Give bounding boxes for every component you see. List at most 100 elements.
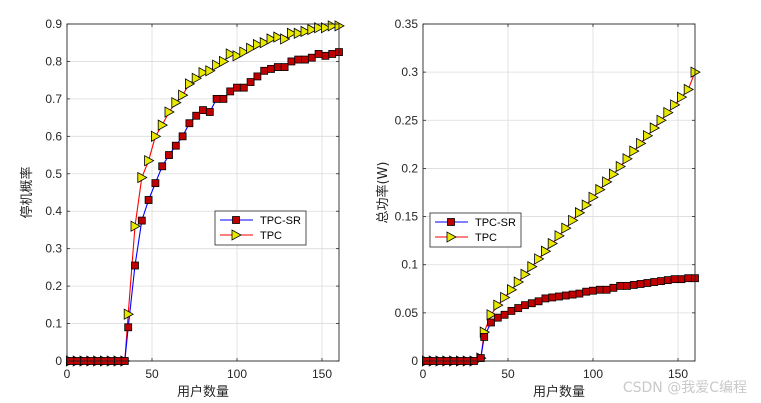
legend-marker <box>446 231 457 243</box>
point-tpc <box>493 299 504 311</box>
point-tpc <box>547 237 559 250</box>
point-tpc-sr <box>548 293 557 302</box>
point-tpc <box>527 260 538 273</box>
point-tpc <box>561 222 572 234</box>
point-tpc <box>506 284 518 296</box>
point-tpc <box>273 31 284 43</box>
plot-area <box>423 24 695 361</box>
point-tpc-sr <box>616 281 625 290</box>
legend-label: TPC-SR <box>475 217 516 229</box>
point-tpc-sr <box>267 65 275 73</box>
point-tpc <box>232 50 243 62</box>
y-axis-label: 总功率(W) <box>375 162 391 224</box>
point-tpc-sr <box>294 55 303 64</box>
point-tpc <box>246 42 257 55</box>
legend-label: TPC <box>475 232 497 244</box>
point-tpc <box>568 214 579 227</box>
y-tick-label: 0.6 <box>45 129 62 143</box>
point-tpc-sr <box>684 274 693 283</box>
point-tpc-sr <box>589 286 597 295</box>
point-tpc-sr <box>534 297 543 306</box>
point-tpc <box>656 114 667 126</box>
point-tpc <box>334 20 345 32</box>
point-tpc-sr <box>657 277 665 285</box>
y-tick-label: 0.25 <box>395 113 419 127</box>
point-tpc <box>595 183 606 196</box>
point-tpc-sr <box>670 275 679 284</box>
point-tpc <box>683 83 695 96</box>
point-tpc-sr <box>151 179 160 188</box>
point-tpc <box>534 253 545 265</box>
point-tpc-sr <box>521 301 529 310</box>
point-tpc-sr <box>226 87 235 96</box>
watermark: CSDN @我爱C编程 <box>622 380 747 396</box>
point-tpc-sr <box>185 119 194 128</box>
point-tpc <box>554 230 565 242</box>
x-tick-label: 150 <box>668 367 688 381</box>
y-tick-label: 0.3 <box>401 65 418 79</box>
point-tpc <box>541 245 552 257</box>
point-tpc <box>314 22 325 34</box>
point-tpc <box>677 91 688 103</box>
point-tpc <box>307 23 318 36</box>
point-tpc-sr <box>568 290 577 299</box>
point-tpc-sr <box>124 323 133 332</box>
y-tick-label: 0.4 <box>45 204 62 218</box>
point-tpc <box>184 78 196 90</box>
point-tpc <box>300 25 311 38</box>
point-tpc-sr <box>663 276 672 285</box>
point-tpc <box>171 96 182 109</box>
point-tpc <box>178 89 189 101</box>
x-tick-label: 50 <box>145 367 159 381</box>
point-tpc <box>198 66 209 79</box>
chart-2: 0 50 100 150 0 0.05 0.1 0.15 0.2 0.25 0.3 0.35 用户数量 总… <box>375 17 701 400</box>
point-tpc <box>280 33 291 45</box>
point-tpc <box>602 176 613 188</box>
point-tpc-sr <box>321 51 330 60</box>
x-tick-label: 150 <box>312 367 332 381</box>
y-tick-label: 0.8 <box>45 54 62 68</box>
legend-marker <box>232 216 240 224</box>
point-tpc-sr <box>280 63 289 71</box>
point-tpc <box>205 65 216 77</box>
point-tpc <box>144 154 155 167</box>
point-tpc-sr <box>178 132 187 141</box>
point-tpc-sr <box>239 83 248 92</box>
point-tpc <box>239 46 250 58</box>
point-tpc <box>670 99 681 111</box>
y-tick-label: 0.1 <box>401 258 418 272</box>
point-tpc <box>649 122 661 134</box>
point-tpc-sr <box>561 291 570 300</box>
point-tpc-sr <box>677 275 686 284</box>
legend: TPC-SR TPC <box>214 210 307 246</box>
point-tpc <box>320 22 332 34</box>
point-tpc-sr <box>328 50 337 58</box>
point-tpc <box>218 55 230 68</box>
point-tpc-sr <box>212 94 221 103</box>
point-tpc <box>137 171 148 184</box>
point-tpc <box>130 220 141 232</box>
point-tpc-sr <box>500 310 509 319</box>
point-tpc <box>609 168 620 180</box>
x-tick-label: 0 <box>64 367 71 381</box>
point-tpc-sr <box>609 283 618 292</box>
point-tpc <box>629 145 640 157</box>
legend-box <box>214 210 307 246</box>
legend-marker <box>231 229 242 241</box>
point-tpc <box>123 308 135 320</box>
point-tpc <box>513 276 525 288</box>
point-tpc <box>615 160 627 173</box>
point-tpc-sr <box>623 281 631 290</box>
y-tick-label: 0.2 <box>401 161 418 175</box>
point-tpc <box>500 291 511 304</box>
legend-box <box>429 212 522 248</box>
point-tpc <box>690 66 701 78</box>
y-tick-label: 0.1 <box>45 317 62 331</box>
point-tpc <box>157 119 169 131</box>
point-tpc-sr <box>636 280 645 288</box>
y-tick-label: 0 <box>55 354 62 368</box>
point-tpc-sr <box>514 304 523 312</box>
point-tpc-sr <box>595 285 604 294</box>
point-tpc <box>327 20 339 32</box>
